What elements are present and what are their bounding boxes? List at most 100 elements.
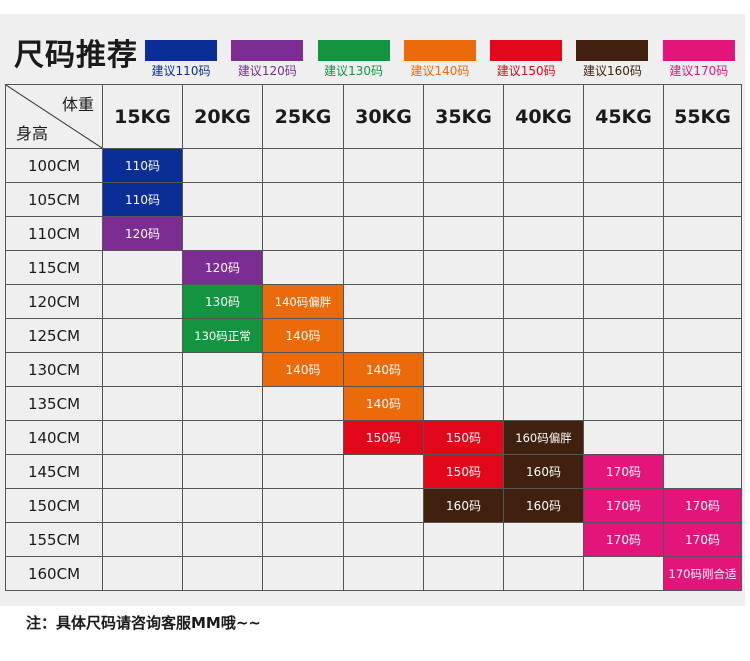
empty-cell: [102, 420, 183, 455]
size-recommendation-cell: 150码: [423, 454, 504, 489]
empty-cell: [583, 420, 664, 455]
legend-swatch: [231, 40, 304, 61]
legend-item: 建议160码: [576, 40, 649, 79]
empty-cell: [423, 182, 504, 217]
empty-cell: [503, 148, 584, 183]
empty-cell: [663, 250, 742, 285]
size-recommendation-cell: 160码: [423, 488, 504, 523]
empty-cell: [343, 148, 424, 183]
size-recommendation-cell: 170码刚合适: [663, 556, 742, 591]
legend-label: 建议140码: [410, 64, 470, 78]
empty-cell: [423, 556, 504, 591]
empty-cell: [102, 318, 183, 353]
empty-cell: [423, 284, 504, 319]
size-recommendation-cell: 120码: [102, 216, 183, 251]
empty-cell: [343, 216, 424, 251]
size-recommendation-cell: 170码: [663, 522, 742, 557]
empty-cell: [423, 148, 504, 183]
height-row-header: 125CM: [5, 318, 103, 353]
empty-cell: [343, 318, 424, 353]
legend-label: 建议170码: [669, 64, 729, 78]
size-recommendation-cell: 160码: [503, 488, 584, 523]
table-row: 145CM 150码 160码 170码: [5, 454, 742, 489]
table-row: 110CM 120码: [5, 216, 742, 251]
empty-cell: [182, 352, 263, 387]
weight-column-header: 45KG: [583, 84, 664, 149]
height-row-header: 130CM: [5, 352, 103, 387]
empty-cell: [583, 352, 664, 387]
height-row-header: 145CM: [5, 454, 103, 489]
weight-column-header: 55KG: [663, 84, 742, 149]
empty-cell: [262, 250, 344, 285]
empty-cell: [102, 250, 183, 285]
empty-cell: [503, 318, 584, 353]
legend-item: 建议150码: [490, 40, 563, 79]
legend-label: 建议150码: [496, 64, 556, 78]
size-recommendation-cell: 160码: [503, 454, 584, 489]
empty-cell: [663, 318, 742, 353]
empty-cell: [262, 386, 344, 421]
weight-column-header: 20KG: [182, 84, 263, 149]
empty-cell: [343, 454, 424, 489]
empty-cell: [663, 284, 742, 319]
empty-cell: [583, 284, 664, 319]
empty-cell: [583, 216, 664, 251]
empty-cell: [503, 386, 584, 421]
height-row-header: 100CM: [5, 148, 103, 183]
height-row-header: 110CM: [5, 216, 103, 251]
empty-cell: [182, 454, 263, 489]
height-axis-label: 身高: [16, 124, 49, 143]
empty-cell: [262, 148, 344, 183]
empty-cell: [503, 352, 584, 387]
size-recommendation-cell: 110码: [102, 182, 183, 217]
empty-cell: [102, 284, 183, 319]
weight-column-header: 40KG: [503, 84, 584, 149]
empty-cell: [583, 556, 664, 591]
empty-cell: [102, 352, 183, 387]
empty-cell: [343, 556, 424, 591]
empty-cell: [423, 522, 504, 557]
empty-cell: [583, 318, 664, 353]
empty-cell: [343, 284, 424, 319]
empty-cell: [182, 522, 263, 557]
table-row: 115CM 120码: [5, 250, 742, 285]
legend-item: 建议130码: [317, 40, 390, 79]
size-recommendation-cell: 120码: [182, 250, 263, 285]
empty-cell: [182, 386, 263, 421]
empty-cell: [663, 352, 742, 387]
size-recommendation-cell: 130码: [182, 284, 263, 319]
legend-swatch: [490, 40, 563, 61]
empty-cell: [423, 250, 504, 285]
size-recommendation-cell: 170码: [583, 454, 664, 489]
table-row: 160CM 170码刚合适: [5, 556, 742, 591]
height-row-header: 155CM: [5, 522, 103, 557]
empty-cell: [583, 148, 664, 183]
empty-cell: [503, 182, 584, 217]
size-recommendation-cell: 140码: [343, 352, 424, 387]
empty-cell: [343, 522, 424, 557]
height-row-header: 160CM: [5, 556, 103, 591]
diagonal-divider-icon: [6, 85, 102, 148]
size-table: 体重 身高 15KG 20KG 25KG 30KG 35KG 40KG 45KG 55KG 1…: [5, 84, 742, 591]
empty-cell: [423, 318, 504, 353]
table-row: 100CM 110码: [5, 148, 742, 183]
legend-label: 建议130码: [324, 64, 384, 78]
legend-label: 建议110码: [151, 64, 211, 78]
table-row: 120CM 130码 140码偏胖: [5, 284, 742, 319]
empty-cell: [343, 250, 424, 285]
empty-cell: [503, 216, 584, 251]
legend-item: 建议140码: [403, 40, 476, 79]
empty-cell: [262, 216, 344, 251]
size-recommendation-cell: 170码: [663, 488, 742, 523]
footer-note: 注：具体尺码请咨询客服MM哦~~: [26, 614, 261, 632]
size-recommendation-cell: 150码: [343, 420, 424, 455]
legend-swatch: [576, 40, 649, 61]
height-row-header: 120CM: [5, 284, 103, 319]
size-recommendation-cell: 110码: [102, 148, 183, 183]
empty-cell: [663, 386, 742, 421]
table-row: 130CM 140码 140码: [5, 352, 742, 387]
empty-cell: [503, 250, 584, 285]
weight-column-header: 15KG: [102, 84, 183, 149]
size-recommendation-cell: 140码偏胖: [262, 284, 344, 319]
legend-swatch: [403, 40, 476, 61]
